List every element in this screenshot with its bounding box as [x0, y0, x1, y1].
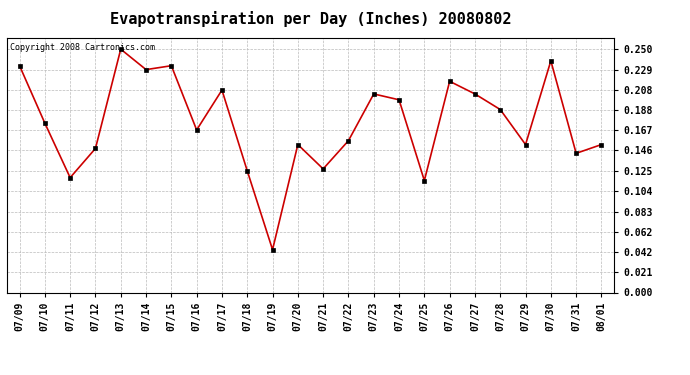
Text: Evapotranspiration per Day (Inches) 20080802: Evapotranspiration per Day (Inches) 2008… — [110, 11, 511, 27]
Text: Copyright 2008 Cartronics.com: Copyright 2008 Cartronics.com — [10, 43, 155, 52]
